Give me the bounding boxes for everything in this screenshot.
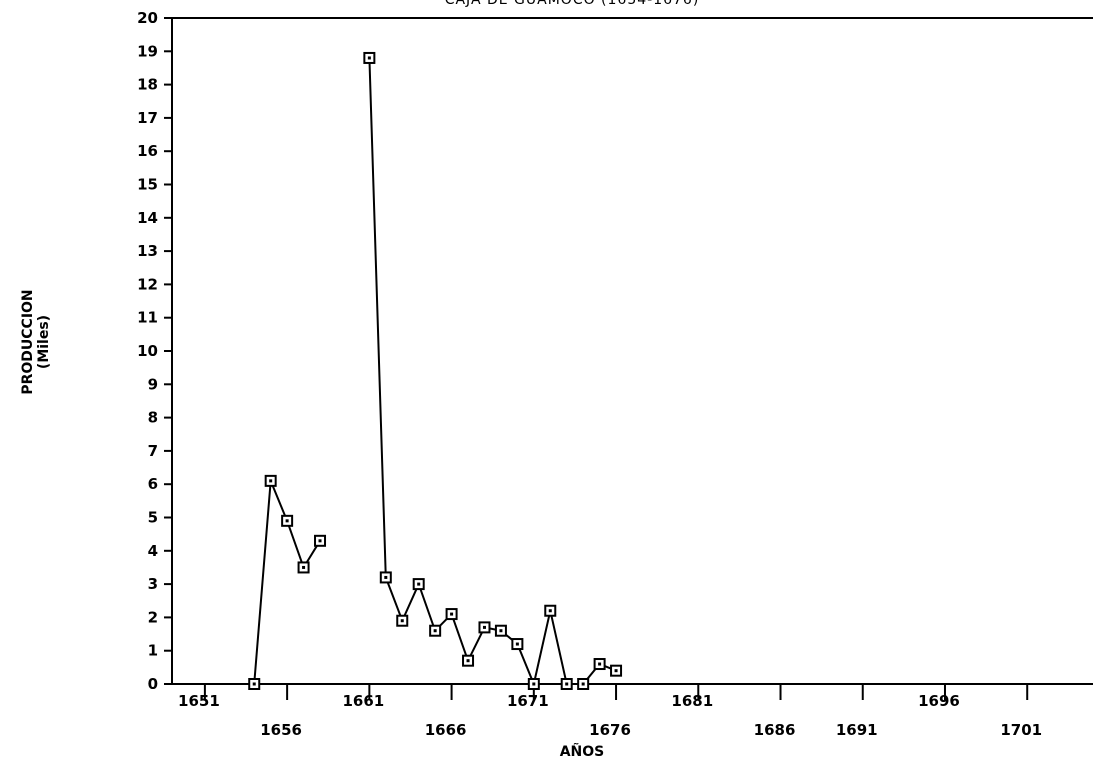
data-point [264,474,277,487]
data-point [544,604,557,617]
y-tick-label: 17 [137,109,158,127]
y-tick-label: 10 [137,342,158,360]
data-point-dot [417,582,421,586]
data-point [297,561,310,574]
y-tick-label: 19 [137,42,158,60]
data-point [248,678,261,690]
series-line-group [253,57,617,688]
x-tick-label: 1651 [178,692,220,710]
y-tick-label: 8 [148,409,158,427]
data-point [478,621,491,634]
y-tick-label: 3 [148,575,158,593]
x-tick-label: 1676 [589,721,631,739]
data-point-dot [400,619,404,623]
series-markers [248,51,623,690]
y-tick-label: 11 [137,309,158,327]
data-point-dot [532,682,536,686]
data-point [412,578,425,591]
data-point-dot [367,56,371,60]
x-tick-label: 1656 [260,721,302,739]
y-tick-label: 14 [137,209,158,227]
y-tick-label: 5 [148,509,158,527]
x-tick-label: 1696 [918,692,960,710]
data-point [281,514,294,527]
data-point-dot [581,682,585,686]
x-tick-label: 1666 [425,721,467,739]
y-tick-label: 20 [137,9,158,27]
series-line [253,480,321,685]
x-tick-label: 1681 [671,692,713,710]
series-line [368,57,617,688]
data-point [445,608,458,621]
y-tick-label: 6 [148,475,158,493]
y-tick-label: 15 [137,176,158,194]
x-tick-label: 1691 [836,721,878,739]
chart-title: CAJA DE GUAMOCO (1654-1676) [445,0,700,8]
y-tick-label: 18 [137,76,158,94]
data-point [363,51,376,64]
data-point [429,624,442,637]
x-tick-label: 1686 [754,721,796,739]
x-tick-label: 1671 [507,692,549,710]
x-axis-label: AÑOS [560,743,605,758]
y-axis-units-label: (Miles) [36,315,52,369]
data-point-dot [598,662,602,666]
y-tick-label: 7 [148,442,158,460]
y-axis-label: PRODUCCION [20,289,36,394]
data-point-dot [384,575,388,579]
data-point-dot [466,659,470,663]
data-point-dot [302,565,306,569]
data-point [511,638,524,651]
y-tick-label: 0 [148,675,158,693]
y-tick-label: 2 [148,608,158,626]
x-tick-label: 1701 [1000,721,1042,739]
data-point [593,658,606,671]
data-point-dot [499,629,503,633]
data-point [379,571,392,584]
data-point-dot [285,519,289,523]
data-point-dot [482,625,486,629]
x-axis-ticks: 1651 1661 1671 1681 1696 1656 1666 1676 1686 1691… [178,684,1042,739]
data-point-dot [450,612,454,616]
data-point-dot [565,682,569,686]
data-point-dot [548,609,552,613]
y-tick-label: 16 [137,142,158,160]
data-point [396,614,409,627]
data-point [314,534,327,547]
data-point [577,678,590,690]
data-point [560,678,573,690]
data-point-dot [269,479,273,483]
data-point-dot [252,682,256,686]
y-tick-label: 1 [148,642,158,660]
data-point-dot [318,539,322,543]
plot-frame [171,17,1093,685]
y-tick-label: 12 [137,275,158,293]
data-point-dot [614,669,618,673]
data-point-dot [433,629,437,633]
data-point-dot [515,642,519,646]
x-tick-label: 1661 [342,692,384,710]
y-tick-label: 9 [148,375,158,393]
y-tick-label: 13 [137,242,158,260]
data-point [494,624,507,637]
data-point [610,664,623,677]
y-tick-label: 4 [148,542,158,560]
data-point [462,654,475,667]
data-point [527,678,540,690]
